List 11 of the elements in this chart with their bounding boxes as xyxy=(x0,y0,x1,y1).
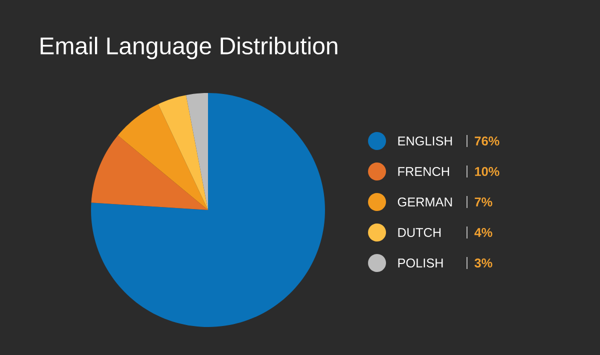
data-label: 7% xyxy=(474,198,492,206)
data-label: 76% xyxy=(474,136,500,146)
legend-label: GERMAN xyxy=(398,198,452,206)
legend-label: FRENCH xyxy=(398,167,450,176)
chart-title: Email Language Distribution xyxy=(40,36,338,60)
data-label: 10% xyxy=(475,167,500,176)
data-label: 4% xyxy=(474,228,492,237)
legend-label: ENGLISH xyxy=(398,136,452,146)
data-label: 3% xyxy=(474,258,492,268)
legend-label: DUTCH xyxy=(398,228,441,237)
legend-label: POLISH xyxy=(398,258,443,268)
